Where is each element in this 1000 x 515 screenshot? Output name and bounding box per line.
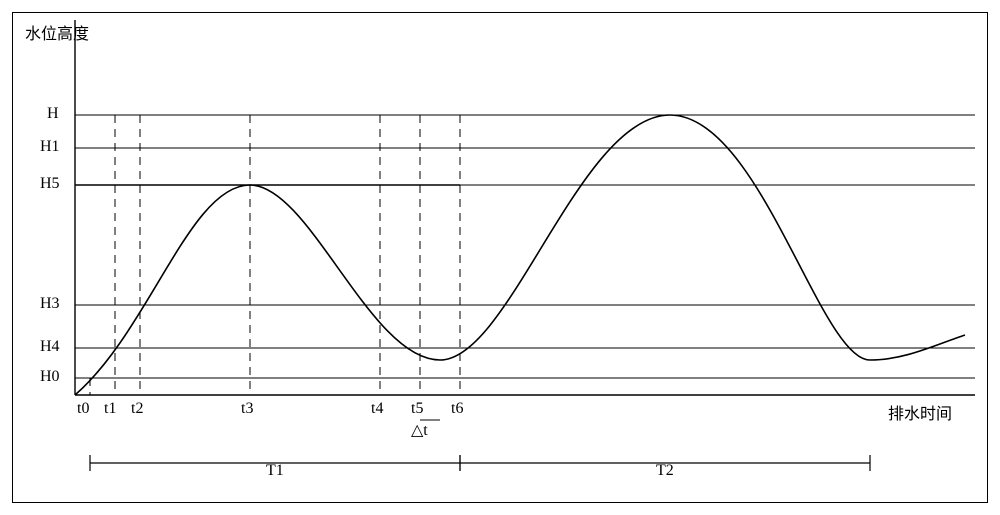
xlabel-t6: t6 xyxy=(451,400,463,418)
ylabel-H4: H4 xyxy=(40,338,60,356)
ylabel-H: H xyxy=(47,105,59,123)
ylabel-H1: H1 xyxy=(40,138,60,156)
xlabel-t0: t0 xyxy=(77,400,89,418)
ylabel-H5: H5 xyxy=(40,175,60,193)
xlabel-t2: t2 xyxy=(131,400,143,418)
y-axis-label: 水位高度 xyxy=(25,20,89,44)
xlabel-t4: t4 xyxy=(371,400,383,418)
x-axis-label: 排水时间 xyxy=(888,400,952,424)
period-T1-label: T1 xyxy=(266,462,284,480)
chart-plot xyxy=(0,0,1000,515)
period-T2-label: T2 xyxy=(656,462,674,480)
delta-t-label: △t xyxy=(411,420,428,440)
xlabel-t5: t5 xyxy=(411,400,423,418)
ylabel-H0: H0 xyxy=(40,368,60,386)
ylabel-H3: H3 xyxy=(40,295,60,313)
xlabel-t3: t3 xyxy=(241,400,253,418)
xlabel-t1: t1 xyxy=(104,400,116,418)
